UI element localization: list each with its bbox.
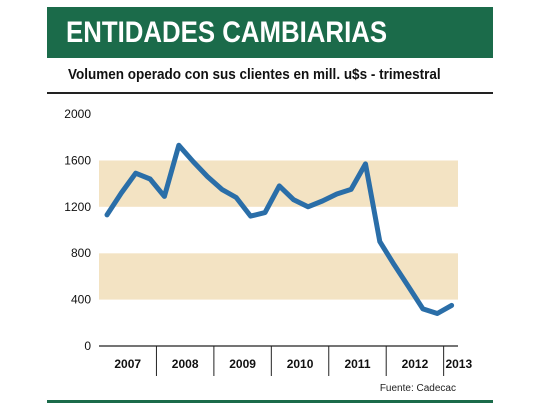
x-tick-label: 2010	[287, 357, 314, 371]
x-axis: 2007 2008 2009 2010 2011 2012 2013	[99, 345, 472, 376]
bottom-rule	[47, 400, 493, 403]
subtitle-divider	[47, 92, 493, 94]
source-note: Fuente: Cadecac	[379, 383, 456, 394]
chart-subtitle: Volumen operado con sus clientes en mill…	[68, 66, 441, 83]
grid-band	[99, 206, 458, 254]
y-tick-label: 2000	[64, 107, 91, 121]
chart-title: ENTIDADES CAMBIARIAS	[66, 16, 388, 49]
y-tick-label: 800	[71, 246, 91, 260]
x-tick-label: 2013	[445, 357, 472, 371]
x-tick-label: 2009	[229, 357, 256, 371]
background-bands	[99, 114, 458, 346]
x-tick-label: 2007	[114, 357, 141, 371]
x-tick-label: 2008	[172, 357, 199, 371]
y-tick-label: 0	[84, 339, 91, 353]
title-band	[47, 7, 493, 58]
grid-band	[99, 253, 458, 300]
y-tick-label: 1200	[64, 200, 91, 214]
x-tick-label: 2012	[402, 357, 429, 371]
grid-band	[99, 114, 458, 161]
y-axis-ticks: 2000 1600 1200 800 400 0	[64, 107, 91, 353]
series-line	[104, 142, 455, 316]
y-tick-label: 400	[71, 293, 91, 307]
x-tick-label: 2011	[344, 357, 370, 371]
grid-band	[99, 299, 458, 346]
y-tick-label: 1600	[64, 153, 91, 167]
